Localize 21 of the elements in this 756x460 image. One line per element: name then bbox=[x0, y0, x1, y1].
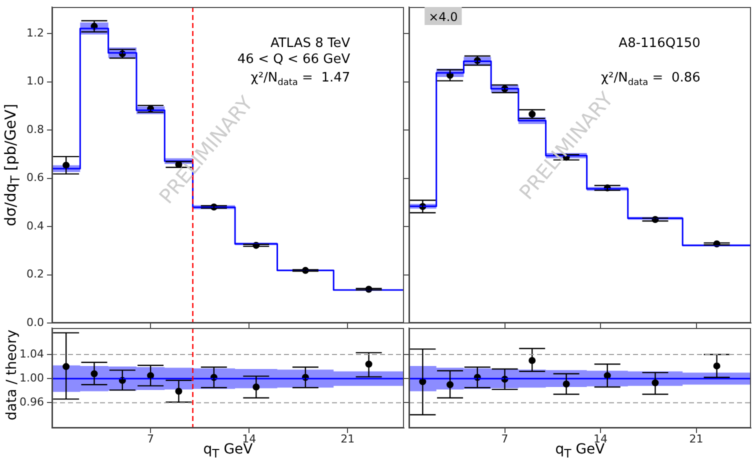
y-tick-label: 0.6 bbox=[26, 171, 44, 184]
annotation: 46 < Q < 66 GeV bbox=[237, 52, 350, 68]
y-tick-label: 1.0 bbox=[26, 74, 44, 88]
y-tick-label: 1.04 bbox=[20, 347, 44, 360]
y-tick-label: 0.0 bbox=[26, 316, 44, 329]
x-axis-title: q$_{T}$ GeV bbox=[555, 442, 605, 460]
y-tick-label: 0.8 bbox=[26, 122, 44, 136]
x-tick-label: 21 bbox=[689, 432, 704, 446]
y-tick-label: 0.2 bbox=[26, 268, 44, 281]
annotation: A8-116Q150 bbox=[618, 36, 700, 52]
x-axis-title: q$_{T}$ GeV bbox=[203, 442, 253, 460]
annotation: ×4.0 bbox=[428, 10, 458, 24]
x-tick-label: 21 bbox=[340, 432, 355, 446]
y-axis-title: data / theory bbox=[4, 330, 20, 420]
y-tick-label: 0.96 bbox=[20, 396, 44, 409]
y-tick-label: 1.00 bbox=[20, 371, 44, 384]
x-tick-label: 7 bbox=[501, 432, 508, 446]
y-tick-label: 1.2 bbox=[26, 26, 44, 40]
y-tick-label: 0.4 bbox=[26, 219, 44, 232]
annotation: ATLAS 8 TeV bbox=[270, 36, 350, 52]
x-tick-label: 7 bbox=[147, 432, 154, 446]
